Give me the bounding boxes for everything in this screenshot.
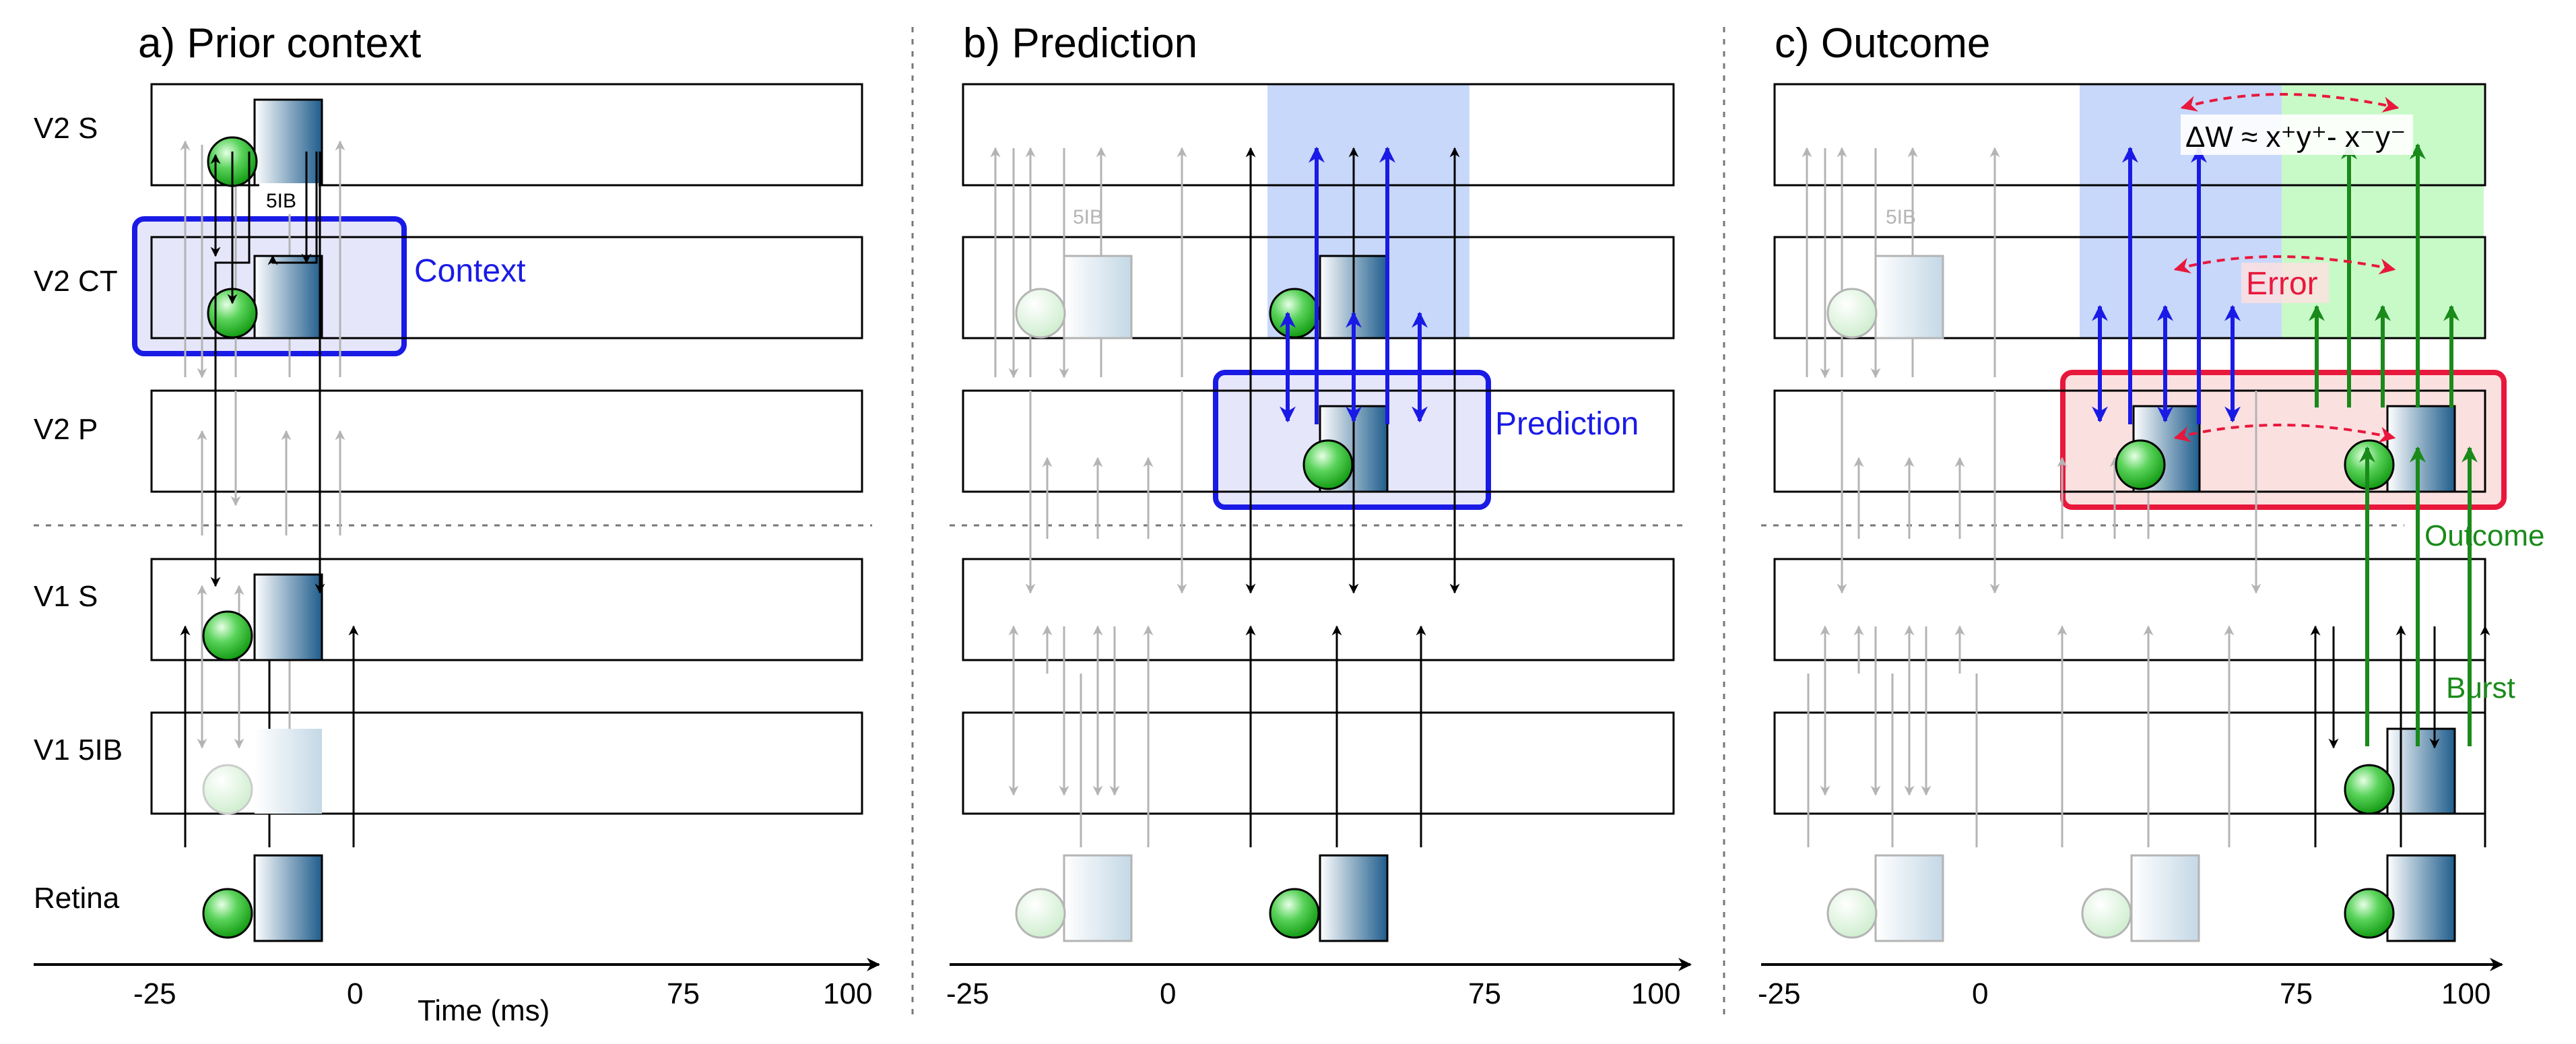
gray-arrows [1802, 147, 2261, 796]
stimulus-square [253, 255, 323, 339]
panel-a-title: a) Prior context [138, 20, 421, 67]
pulvinar-drive-arrows [1245, 147, 1460, 847]
burst-ball [2344, 764, 2395, 815]
stimulus-ball-faint [202, 764, 253, 815]
stimulus-square [253, 573, 323, 661]
retina-ball [1269, 888, 1320, 939]
retina-square [253, 854, 323, 942]
layer-label: V1 5IB [34, 733, 123, 766]
v1-arrows [2310, 625, 2490, 847]
panel-c-title: c) Outcome [1775, 20, 1990, 67]
layer-label: V2 P [34, 413, 98, 446]
burst-label: Burst [2446, 672, 2515, 705]
tick-label: -25 [133, 977, 176, 1010]
context-arrows [210, 152, 325, 594]
tag-5ib-faint: 5IB [1886, 206, 1916, 228]
tick-label: 100 [2441, 977, 2490, 1010]
outcome-arrows [2309, 143, 2478, 746]
stimulus-square-faint [1874, 255, 1944, 339]
error-comparison-arrows [2173, 93, 2400, 443]
gray-input-lines [1807, 674, 2231, 847]
stimulus-ball [1269, 288, 1320, 339]
retina-square [2386, 854, 2456, 942]
stimulus-square [253, 98, 323, 187]
stimulus-ball [1302, 439, 1354, 490]
learning-equation: ΔW ≈ x⁺y⁺- x⁻y⁻ [2185, 121, 2406, 154]
layer-box-v1s [1773, 558, 2486, 661]
outcome-label: Outcome [2424, 519, 2545, 552]
prediction-label: Prediction [1495, 406, 1639, 442]
stimulus-ball [202, 610, 253, 661]
tick-label: 100 [823, 977, 872, 1010]
prediction-arrows [1280, 146, 1428, 424]
retina-ball [2344, 888, 2395, 939]
prediction-ball [2115, 439, 2166, 490]
equation-bg [2181, 115, 2413, 155]
prediction-arrows [2092, 146, 2241, 424]
tick-label: -25 [1758, 977, 1801, 1010]
layer-box-v2ct [150, 236, 863, 339]
stimulus-square-faint [2130, 854, 2200, 942]
tick-label: 100 [1631, 977, 1680, 1010]
axis-title: Time (ms) [418, 994, 550, 1027]
gray-arrows [990, 147, 1187, 796]
stimulus-ball-faint [1826, 288, 1878, 339]
stimulus-square-faint [1063, 854, 1133, 942]
layer-box-v15ib [962, 711, 1675, 815]
stimulus-square-faint [1874, 854, 1944, 942]
tag-5ib-faint: 5IB [1073, 206, 1103, 228]
context-label: Context [414, 253, 525, 289]
retina-ball [202, 888, 253, 939]
tick-label: 75 [667, 977, 700, 1010]
error-label-bg [2241, 263, 2329, 303]
layer-box-v1s [962, 558, 1675, 661]
tick-label: 0 [347, 977, 363, 1010]
panel-b-title: b) Prediction [963, 20, 1197, 67]
error-label: Error [2246, 266, 2318, 302]
stimulus-ball-faint [2081, 888, 2132, 939]
stimulus-square-faint [1063, 255, 1133, 339]
layer-label: V2 CT [34, 265, 118, 298]
layer-label: V1 S [34, 580, 98, 613]
outcome-square [2386, 405, 2456, 493]
layer-label: Retina [34, 882, 120, 915]
panel-b: b) Prediction [946, 20, 1692, 1010]
tick-label: 75 [2280, 977, 2313, 1010]
panel-c: c) Outcome [1758, 20, 2545, 1010]
tick-label: -25 [946, 977, 989, 1010]
tick-label: 75 [1468, 977, 1501, 1010]
stimulus-ball-faint [1015, 888, 1066, 939]
tick-label: 0 [1160, 977, 1176, 1010]
burst-square [2386, 727, 2456, 815]
panel-a: a) Prior context V2 S V2 CT V2 P V1 S V1… [34, 20, 880, 1027]
layer-label: V2 S [34, 112, 98, 145]
stimulus-ball-faint [1015, 288, 1066, 339]
tick-label: 0 [1972, 977, 1988, 1010]
tag-5ib: 5IB [266, 190, 296, 212]
retina-square [1319, 854, 1389, 942]
gray-input-lines [1080, 674, 1150, 847]
stimulus-square-faint [255, 729, 322, 814]
tag-5ib-box [259, 183, 319, 214]
layer-box-v2p [150, 389, 863, 493]
stimulus-ball-faint [1826, 888, 1878, 939]
